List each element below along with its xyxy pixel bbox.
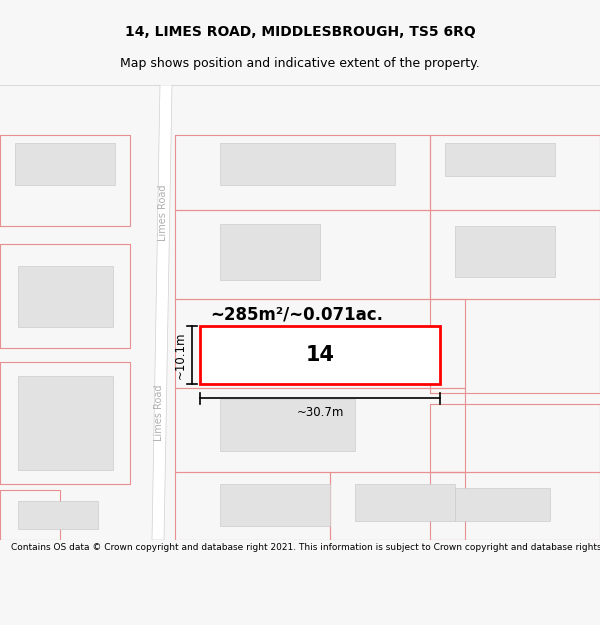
Bar [455,226,555,278]
Text: Limes Road: Limes Road [158,184,168,241]
Text: ~10.1m: ~10.1m [174,331,187,379]
Bar [445,143,555,176]
Text: Limes Road: Limes Road [154,384,164,441]
Text: 14: 14 [305,345,335,365]
Bar [355,484,455,521]
Bar [220,399,355,451]
Text: Contains OS data © Crown copyright and database right 2021. This information is : Contains OS data © Crown copyright and d… [11,543,600,552]
Bar [225,336,325,381]
Text: ~285m²/~0.071ac.: ~285m²/~0.071ac. [210,306,383,324]
Text: 14, LIMES ROAD, MIDDLESBROUGH, TS5 6RQ: 14, LIMES ROAD, MIDDLESBROUGH, TS5 6RQ [125,25,475,39]
Bar [18,376,113,469]
Bar [220,484,330,526]
Bar [15,143,115,186]
Polygon shape [152,85,172,540]
Bar [220,224,320,280]
Bar [200,326,440,384]
Bar [455,488,550,521]
Bar [220,143,395,186]
Bar [18,501,98,529]
Text: ~30.7m: ~30.7m [296,406,344,419]
Text: Map shows position and indicative extent of the property.: Map shows position and indicative extent… [120,58,480,70]
Bar [18,266,113,327]
